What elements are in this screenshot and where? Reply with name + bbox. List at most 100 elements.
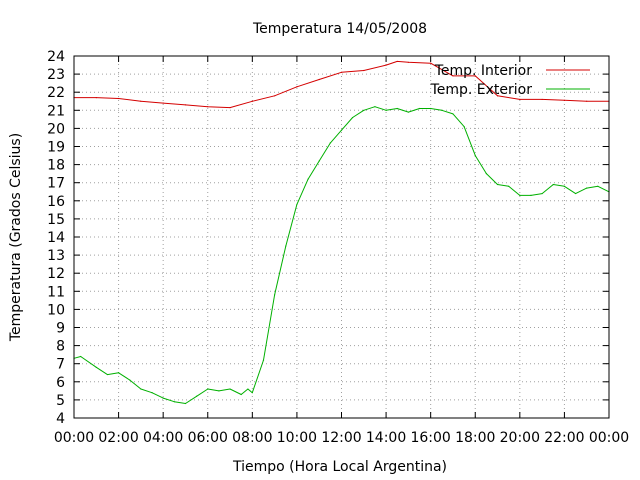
data-point xyxy=(563,185,566,187)
data-point xyxy=(363,109,365,111)
data-point xyxy=(374,106,376,108)
y-tick-label: 23 xyxy=(47,67,65,83)
x-tick-label: 14:00 xyxy=(366,430,406,446)
data-point xyxy=(418,107,421,110)
data-point xyxy=(496,183,499,186)
y-tick-label: 21 xyxy=(47,103,65,119)
y-tick-label: 19 xyxy=(47,140,65,156)
data-point xyxy=(229,388,231,390)
x-tick-label: 12:00 xyxy=(321,430,361,446)
data-point xyxy=(329,142,331,144)
data-point xyxy=(162,397,164,399)
data-point xyxy=(352,116,354,119)
grid-lines xyxy=(74,56,609,418)
data-point xyxy=(95,97,97,99)
data-point xyxy=(196,395,198,397)
x-tick-label: 04:00 xyxy=(143,430,183,446)
data-point xyxy=(463,125,465,128)
y-tick-label: 17 xyxy=(47,176,65,192)
data-point xyxy=(430,62,432,64)
data-point xyxy=(307,178,309,180)
data-point xyxy=(563,99,566,101)
data-point xyxy=(541,98,543,101)
data-point xyxy=(396,60,398,63)
data-point xyxy=(117,97,120,100)
data-point xyxy=(274,294,276,296)
data-point xyxy=(474,154,476,157)
data-point xyxy=(508,185,510,187)
y-tick-label: 5 xyxy=(56,393,65,409)
plot-frame xyxy=(73,55,610,419)
data-point xyxy=(262,359,265,361)
data-point xyxy=(207,106,209,108)
data-point xyxy=(140,100,142,102)
data-point xyxy=(318,78,320,81)
x-tick-label: 08:00 xyxy=(232,430,272,446)
data-point xyxy=(363,69,365,72)
x-tick-label: 02:00 xyxy=(98,430,138,446)
y-axis-label: Temperatura (Grados Celsius) xyxy=(8,133,24,342)
data-point xyxy=(173,401,175,403)
chart-title: Temperatura 14/05/2008 xyxy=(252,21,427,37)
legend: Temp. Interior Temp. Exterior xyxy=(430,63,590,98)
data-point xyxy=(407,111,409,113)
data-point xyxy=(597,185,599,187)
y-tick-label: 13 xyxy=(47,248,65,264)
data-point xyxy=(274,95,276,97)
series-line-exterior xyxy=(73,106,610,404)
data-point xyxy=(340,129,343,131)
y-tick-label: 15 xyxy=(47,212,65,228)
data-point xyxy=(586,100,588,102)
y-tick-label: 4 xyxy=(56,411,65,427)
data-point xyxy=(247,388,249,390)
legend-label: Temp. Exterior xyxy=(430,82,533,98)
axis-ticks: 4 5 6 7 8 9 10 11 12 13 14 15 16 17 18 19 20 21 22 23 24 00:0… xyxy=(47,49,629,446)
data-point xyxy=(296,86,298,88)
data-point xyxy=(496,95,499,97)
data-point xyxy=(251,392,253,394)
y-tick-label: 14 xyxy=(47,230,65,246)
data-point xyxy=(106,373,109,376)
data-point xyxy=(251,100,253,102)
data-point xyxy=(80,355,82,358)
data-point xyxy=(586,187,588,189)
data-point xyxy=(519,98,521,101)
y-tick-label: 8 xyxy=(56,339,65,355)
y-tick-label: 7 xyxy=(56,357,65,373)
data-point xyxy=(207,388,209,390)
data-point xyxy=(162,102,164,104)
series-line-interior xyxy=(74,60,609,109)
data-point xyxy=(318,160,320,162)
y-tick-label: 12 xyxy=(47,266,65,282)
data-point xyxy=(396,107,398,110)
data-point xyxy=(151,392,153,394)
data-point xyxy=(340,71,343,73)
data-point xyxy=(441,109,443,111)
y-tick-label: 11 xyxy=(47,284,65,300)
data-point xyxy=(385,64,387,66)
y-tick-label: 24 xyxy=(47,49,65,65)
y-tick-label: 10 xyxy=(47,302,65,318)
y-tick-label: 22 xyxy=(47,85,65,101)
x-tick-label: 06:00 xyxy=(188,430,228,446)
y-tick-label: 18 xyxy=(47,158,65,174)
data-point xyxy=(184,104,187,106)
data-point xyxy=(140,388,142,390)
data-point xyxy=(117,372,120,374)
data-point xyxy=(407,61,409,63)
data-point xyxy=(430,107,432,110)
x-tick-label: 20:00 xyxy=(500,430,540,446)
data-point xyxy=(385,109,387,111)
data-point xyxy=(218,390,220,392)
x-tick-label: 22:00 xyxy=(544,430,584,446)
data-point xyxy=(129,379,131,381)
data-point xyxy=(296,203,298,206)
data-point xyxy=(452,113,454,115)
data-point xyxy=(485,173,487,175)
data-point xyxy=(519,194,521,196)
data-point xyxy=(184,402,187,405)
y-tick-label: 20 xyxy=(47,121,65,137)
y-tick-label: 6 xyxy=(56,375,65,391)
data-point xyxy=(229,106,231,109)
